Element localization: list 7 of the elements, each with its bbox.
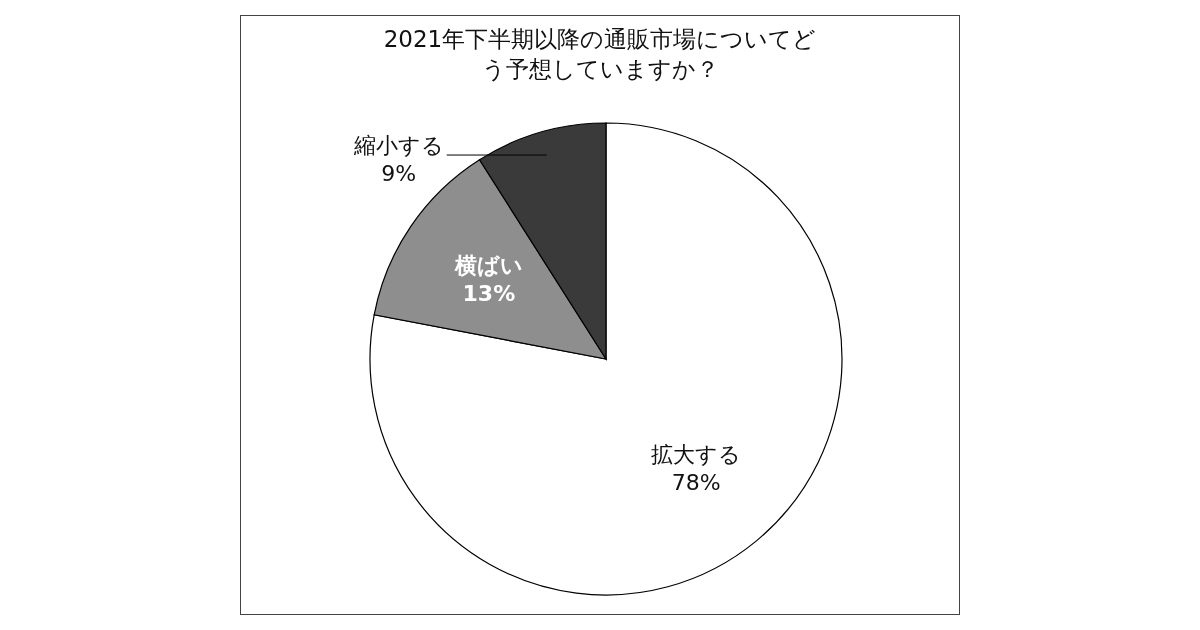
data-label: 78% [671, 470, 721, 496]
slice-label: 拡大する [651, 442, 742, 468]
slice-label: 横ばい [453, 253, 523, 279]
chart-title: 2021年下半期以降の通販市場についてどう予想していますか？ [382, 25, 818, 84]
slice-label: 縮小する [352, 133, 444, 159]
data-label: 9% [381, 161, 417, 187]
data-label: 13% [462, 281, 516, 307]
